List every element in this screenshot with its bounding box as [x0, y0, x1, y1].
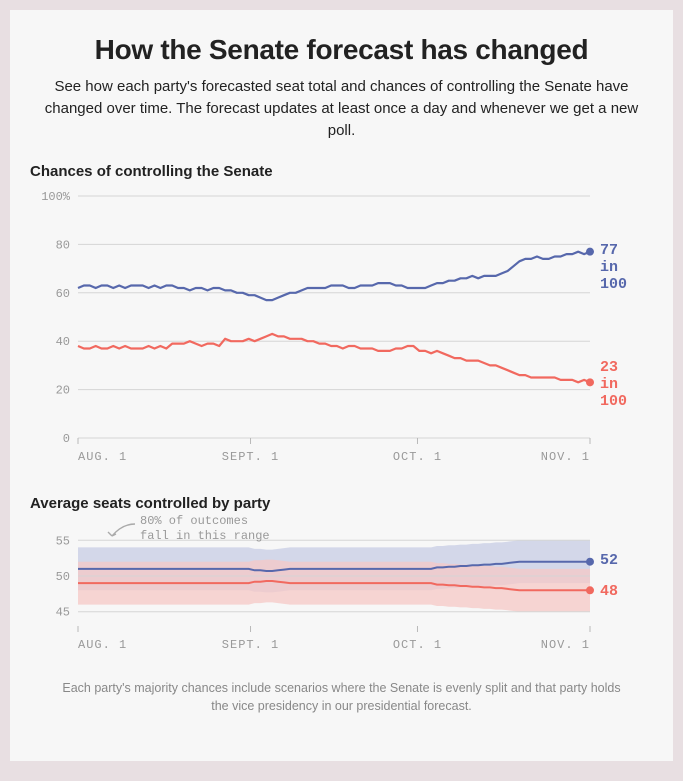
- page-title: How the Senate forecast has changed: [30, 34, 653, 66]
- chances-chart-title: Chances of controlling the Senate: [30, 163, 653, 180]
- svg-text:50: 50: [56, 570, 70, 584]
- svg-text:45: 45: [56, 606, 70, 620]
- svg-text:55: 55: [56, 535, 70, 549]
- svg-text:80: 80: [56, 239, 70, 253]
- svg-text:OCT. 1: OCT. 1: [393, 450, 442, 464]
- chances-chart: 0 20 40 60 80 100% AUG. 1 SEPT. 1 OCT. 1 NOV. 1 7…: [30, 186, 653, 481]
- svg-text:AUG. 1: AUG. 1: [78, 638, 127, 652]
- svg-text:AUG. 1: AUG. 1: [78, 450, 127, 464]
- rep-seats-end-label: 48: [600, 583, 618, 600]
- svg-text:SEPT. 1: SEPT. 1: [222, 450, 279, 464]
- footnote: Each party's majority chances include sc…: [30, 680, 653, 715]
- svg-text:40: 40: [56, 335, 70, 349]
- page-subtitle: See how each party's forecasted seat tot…: [40, 76, 643, 141]
- dem-seats-end-label: 52: [600, 552, 618, 569]
- seats-chart-title: Average seats controlled by party: [30, 495, 653, 512]
- svg-text:100%: 100%: [41, 190, 71, 204]
- svg-text:NOV. 1: NOV. 1: [541, 450, 590, 464]
- svg-text:NOV. 1: NOV. 1: [541, 638, 590, 652]
- svg-text:SEPT. 1: SEPT. 1: [222, 638, 279, 652]
- rep-end-label: 23in100: [600, 359, 627, 411]
- svg-text:60: 60: [56, 287, 70, 301]
- seats-annotation: 80% of outcomesfall in this range: [140, 514, 270, 543]
- forecast-card: How the Senate forecast has changed See …: [10, 10, 673, 761]
- chances-svg: 0 20 40 60 80 100% AUG. 1 SEPT. 1 OCT. 1 NOV. 1: [30, 186, 650, 476]
- dem-end-label: 77in100: [600, 242, 627, 294]
- svg-text:20: 20: [56, 384, 70, 398]
- seats-chart: 455055AUG. 1SEPT. 1OCT. 1NOV. 1 80% of o…: [30, 518, 653, 668]
- svg-text:OCT. 1: OCT. 1: [393, 638, 442, 652]
- seats-svg: 45 50 55 AUG. 1 SEPT. 1 OCT. 1 NOV. 1: [30, 518, 650, 663]
- svg-text:0: 0: [63, 432, 70, 446]
